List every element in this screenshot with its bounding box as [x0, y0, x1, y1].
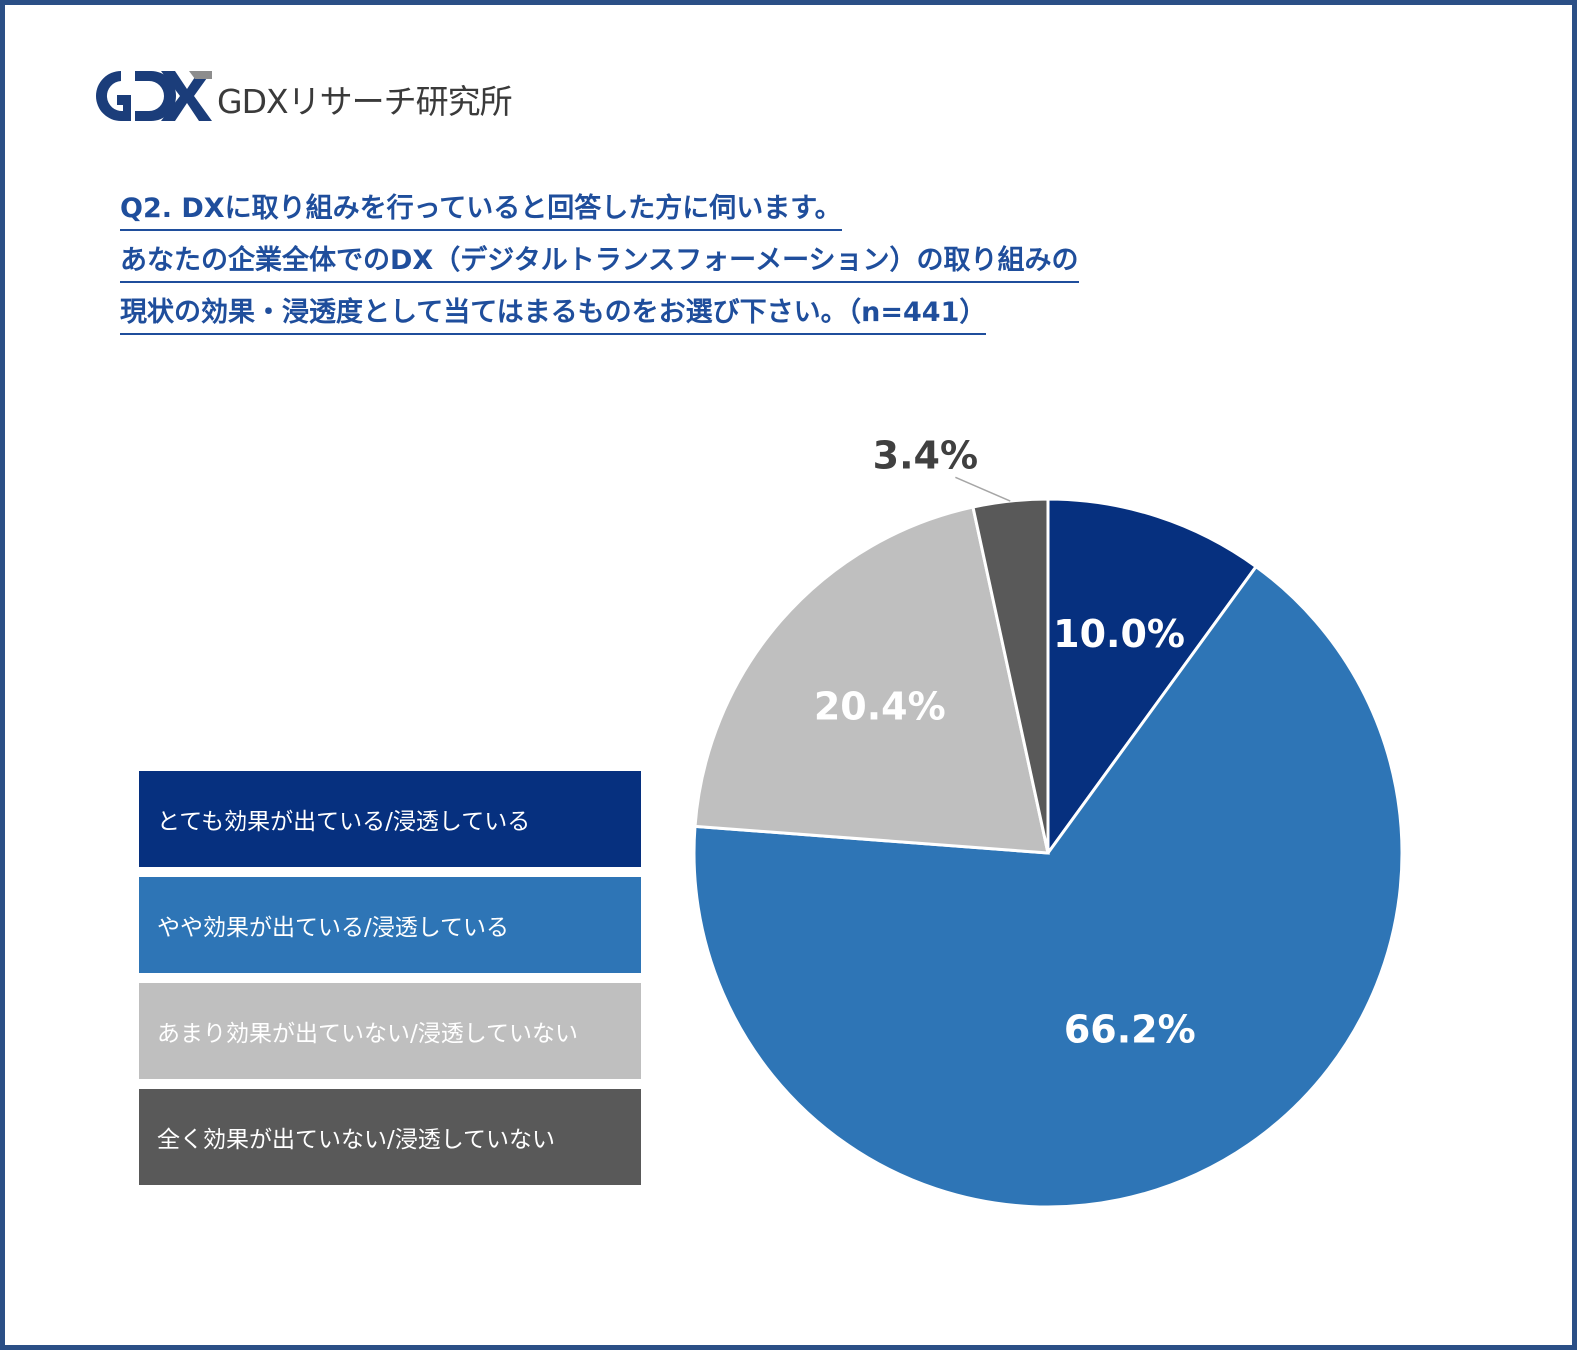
question-line-3: 現状の効果・浸透度として当てはまるものをお選び下さい。（n=441）	[120, 295, 987, 335]
data-label-somewhat-effective: 66.2%	[1064, 1008, 1196, 1052]
question-line-1: Q2. DXに取り組みを行っていると回答した方に伺います。	[120, 191, 842, 231]
legend-label: とても効果が出ている/浸透している	[157, 809, 531, 835]
pie-slice-very-effective	[1046, 497, 1259, 858]
legend: とても効果が出ている/浸透している やや効果が出ている/浸透している あまり効果…	[139, 771, 641, 1195]
question-line-2: あなたの企業全体でのDX（デジタルトランスフォーメーション）の取り組みの	[120, 243, 1079, 283]
logo-name: GDXリサーチ研究所	[217, 82, 513, 121]
pie-slice-not-effective-at-all	[971, 497, 1050, 854]
pie-chart: 10.0% 66.2% 20.4% 3.4%	[692, 433, 1404, 1209]
legend-label: やや効果が出ている/浸透している	[157, 915, 510, 941]
legend-item-not-effective-at-all: 全く効果が出ていない/浸透していない	[139, 1089, 641, 1185]
legend-item-somewhat-effective: やや効果が出ている/浸透している	[139, 877, 641, 973]
pie-slice-somewhat-effective	[692, 564, 1404, 1209]
leader-line	[955, 476, 1011, 502]
question-heading: Q2. DXに取り組みを行っていると回答した方に伺います。 あなたの企業全体での…	[120, 191, 1079, 347]
data-label-not-very-effective: 20.4%	[814, 685, 946, 729]
legend-item-very-effective: とても効果が出ている/浸透している	[139, 771, 641, 867]
legend-label: 全く効果が出ていない/浸透していない	[157, 1127, 556, 1153]
data-label-very-effective: 10.0%	[1053, 612, 1185, 656]
gdx-logo-icon	[96, 71, 212, 121]
legend-label: あまり効果が出ていない/浸透していない	[157, 1021, 579, 1047]
pie-slice-not-very-effective	[693, 505, 1050, 855]
legend-item-not-very-effective: あまり効果が出ていない/浸透していない	[139, 983, 641, 1079]
data-label-not-effective-at-all: 3.4%	[873, 433, 978, 477]
